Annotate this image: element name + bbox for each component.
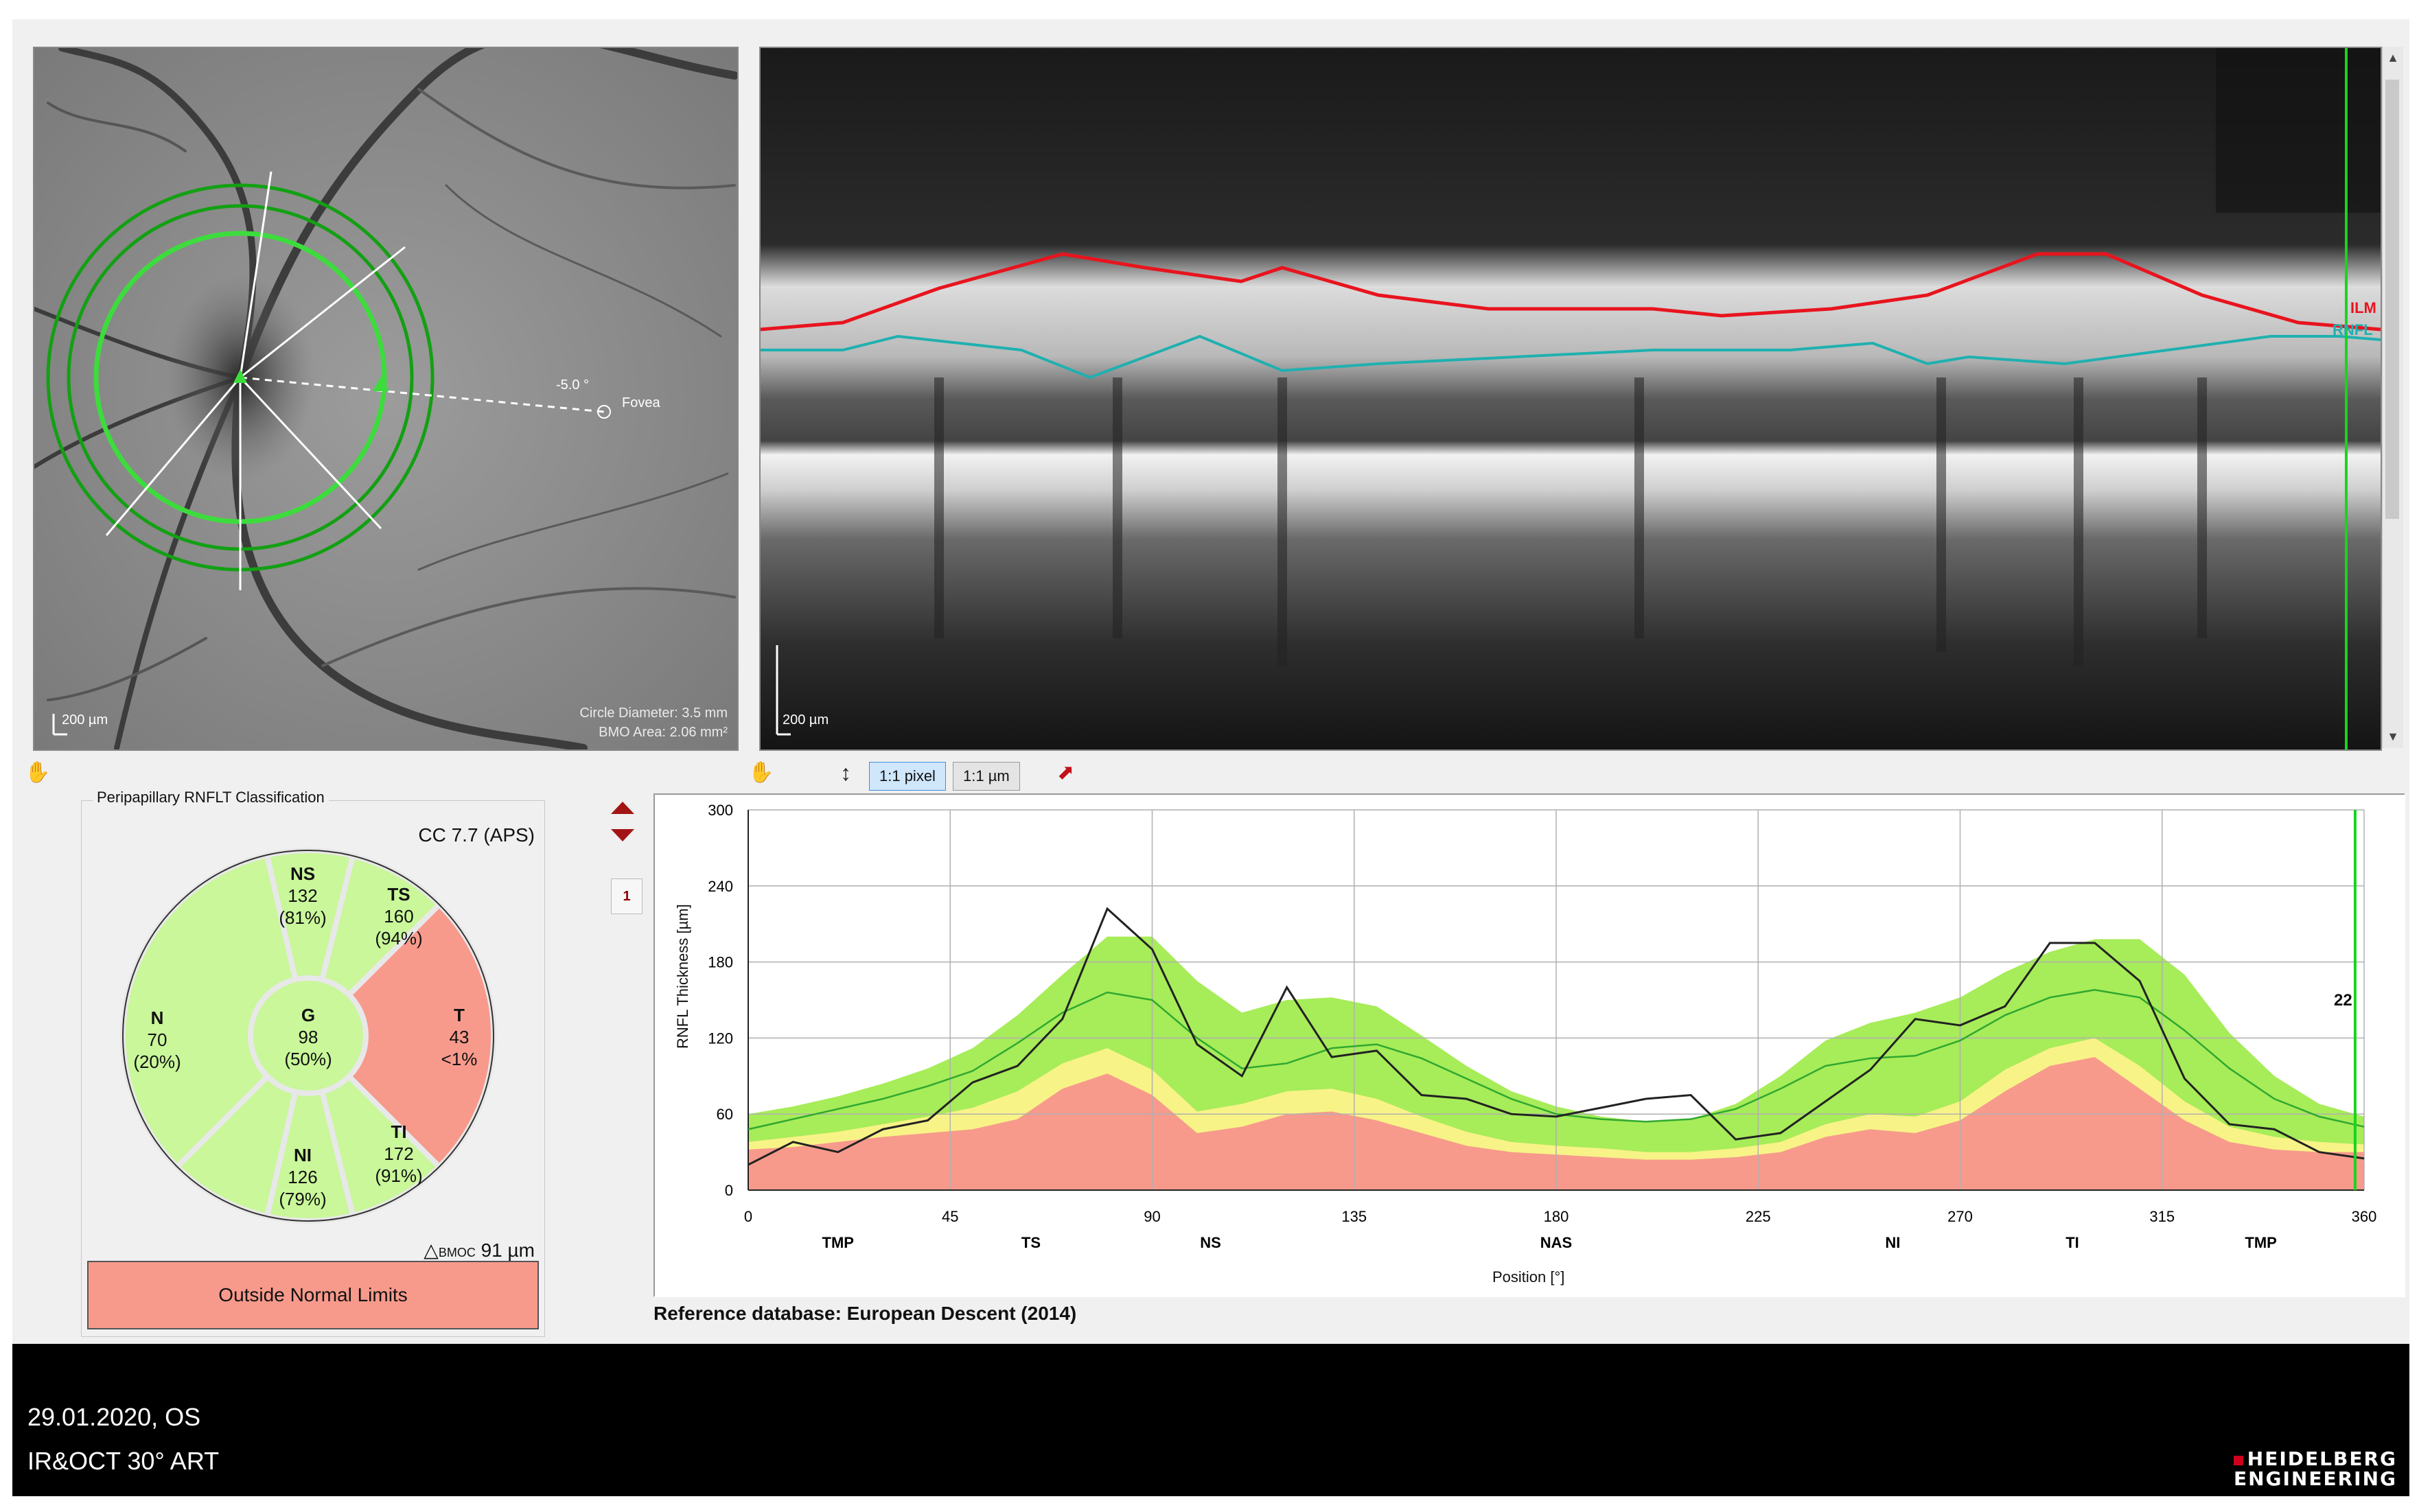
pointer-icon[interactable]: ⬈ — [1057, 761, 1075, 784]
patient-line — [748, 907, 2365, 1166]
footer-bar: 29.01.2020, OS IR&OCT 30° ART HEIDELBERG… — [12, 1344, 2409, 1496]
oct-bscan[interactable]: ILM RNFL 200 µm — [759, 47, 2382, 751]
sector-n-label: N 70 (20%) — [133, 1008, 181, 1072]
profile-nav-arrows — [611, 802, 634, 841]
exam-mode: IR&OCT 30° ART — [27, 1447, 220, 1475]
x-tick-5: 225 — [1746, 1208, 1771, 1225]
hand-icon[interactable]: ✋ — [748, 761, 774, 784]
classification-title: Peripapillary RNFLT Classification — [93, 789, 329, 806]
mean-line — [748, 988, 2365, 1130]
scroll-down-icon[interactable]: ▼ — [2387, 730, 2399, 743]
sector-label-5: TI — [2065, 1234, 2079, 1251]
cc-value: CC 7.7 (APS) — [418, 824, 535, 846]
fundus-scale-label: 200 µm — [62, 712, 108, 728]
fundus-hand-icon[interactable]: ✋ — [25, 761, 51, 784]
sector-label-4: NI — [1885, 1234, 1900, 1251]
vertical-fit-icon[interactable]: ↕ — [840, 760, 851, 785]
y-tick-0: 0 — [725, 1182, 733, 1199]
sector-label-0: TMP — [822, 1234, 854, 1251]
exam-date: 29.01.2020, OS — [27, 1403, 201, 1431]
sector-label-1: TS — [1021, 1234, 1041, 1251]
x-tick-1: 45 — [942, 1208, 958, 1225]
rnflt-classification-panel: Peripapillary RNFLT Classification CC 7.… — [81, 789, 545, 1337]
sector-label-6: TMP — [2245, 1234, 2276, 1251]
x-tick-8: 360 — [2352, 1208, 2377, 1225]
scroll-up-icon[interactable]: ▲ — [2387, 51, 2399, 65]
oct-scrollbar[interactable]: ▲ ▼ — [2382, 47, 2403, 748]
nav-up-icon[interactable] — [611, 802, 634, 814]
sector-ti-label: TI 172 (91%) — [375, 1121, 423, 1186]
sector-ts-label: TS 160 (94%) — [375, 884, 423, 949]
angle-label: -5.0 ° — [556, 377, 590, 393]
fovea-label: Fovea — [622, 395, 660, 410]
y-axis-label: RNFL Thickness [µm] — [674, 904, 691, 1049]
reference-database: Reference database: European Descent (20… — [653, 1303, 1077, 1324]
sector-ni-label: NI 126 (79%) — [279, 1145, 327, 1209]
sector-ns-label: NS 132 (81%) — [279, 863, 327, 928]
sector-label-2: NS — [1200, 1234, 1221, 1251]
x-tick-2: 90 — [1144, 1208, 1160, 1225]
y-tick-4: 240 — [708, 878, 733, 895]
x-tick-6: 270 — [1947, 1208, 1973, 1225]
y-tick-1: 60 — [717, 1106, 733, 1123]
classification-verdict: Outside Normal Limits — [87, 1261, 539, 1329]
cursor-value-label: 22 — [2334, 991, 2352, 1010]
bmo-area: BMO Area: 2.06 mm² — [599, 725, 728, 740]
oct-scale-label: 200 µm — [783, 712, 829, 728]
x-tick-3: 135 — [1341, 1208, 1367, 1225]
x-tick-4: 180 — [1544, 1208, 1569, 1225]
one-to-one-um-button[interactable]: 1:1 µm — [953, 762, 1020, 791]
sector-t-label: T 43 <1% — [441, 1005, 478, 1069]
y-tick-2: 120 — [708, 1030, 733, 1047]
x-axis-label: Position [°] — [1492, 1268, 1565, 1286]
page-number-button[interactable]: 1 — [611, 879, 643, 914]
y-tick-3: 180 — [708, 954, 733, 971]
rnfl-label: RNFL — [2333, 321, 2373, 338]
fundus-image[interactable]: 200 µm -5.0 ° Fovea Circle Diameter: 3.5… — [33, 47, 739, 751]
rnfl-thickness-chart: 0 45 90 135 180 225 270 315 360 0 60 120 180 240 300 TM… — [653, 793, 2405, 1297]
sector-g — [248, 975, 369, 1096]
sector-g-label: G 98 (50%) — [284, 1005, 332, 1069]
bmoc-value: △BMOC 91 µm — [424, 1240, 535, 1261]
sector-label-3: NAS — [1540, 1234, 1572, 1251]
sector-pie — [120, 848, 497, 1224]
viewer-window: 200 µm -5.0 ° Fovea Circle Diameter: 3.5… — [12, 19, 2409, 1344]
ilm-label: ILM — [2350, 299, 2376, 316]
nav-down-icon[interactable] — [611, 829, 634, 841]
x-tick-7: 315 — [2149, 1208, 2175, 1225]
x-tick-0: 0 — [744, 1208, 752, 1225]
scroll-thumb[interactable] — [2385, 80, 2399, 519]
y-tick-5: 300 — [708, 802, 733, 819]
heidelberg-logo: HEIDELBERG ENGINEERING — [2233, 1447, 2397, 1490]
one-to-one-pixel-button[interactable]: 1:1 pixel — [869, 762, 946, 791]
circle-diameter: Circle Diameter: 3.5 mm — [579, 706, 728, 721]
